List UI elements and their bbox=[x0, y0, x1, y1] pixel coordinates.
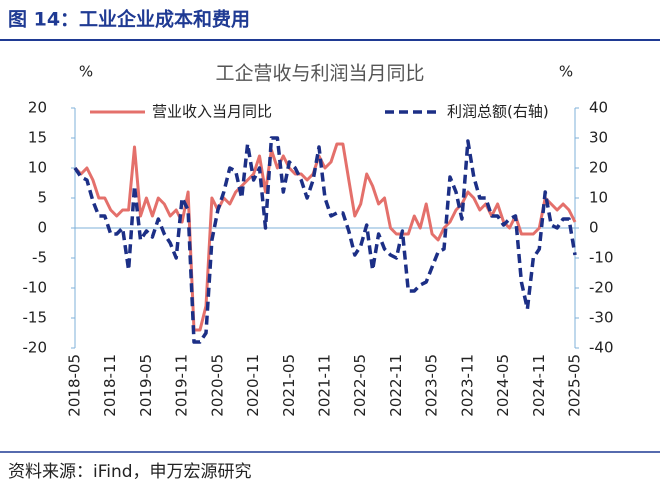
x-tick-label: 2024-11 bbox=[530, 354, 548, 417]
figure-title: 图 14：工业企业成本和费用 bbox=[8, 8, 250, 31]
y-tick-label: -20 bbox=[23, 339, 48, 357]
x-tick-label: 2019-11 bbox=[173, 354, 191, 417]
x-tick-label: 2025-05 bbox=[566, 354, 584, 417]
y-tick-label: -15 bbox=[23, 309, 48, 327]
x-tick-label: 2018-11 bbox=[101, 354, 119, 417]
y-tick-label: 10 bbox=[28, 159, 47, 177]
series-line bbox=[73, 142, 577, 332]
y2-tick-label: 10 bbox=[589, 189, 608, 207]
x-tick-label: 2020-11 bbox=[244, 354, 262, 417]
x-tick-label: 2021-05 bbox=[280, 354, 298, 417]
y2-tick-label: 0 bbox=[589, 219, 599, 237]
x-tick-label: 2023-11 bbox=[458, 354, 476, 417]
legend-label: 利润总额(右轴) bbox=[447, 103, 549, 121]
y2-tick-label: -20 bbox=[589, 279, 614, 297]
y-tick-label: 15 bbox=[28, 129, 47, 147]
y-label: % bbox=[79, 63, 93, 81]
y2-tick-label: -30 bbox=[589, 309, 614, 327]
y2-tick-label: 20 bbox=[589, 159, 608, 177]
y-tick-label: -5 bbox=[32, 249, 47, 267]
y2-label: % bbox=[559, 63, 573, 81]
legend-label: 营业收入当月同比 bbox=[152, 103, 272, 121]
x-tick-label: 2022-11 bbox=[387, 354, 405, 417]
x-tick-label: 2024-05 bbox=[494, 354, 512, 417]
y-tick-label: 0 bbox=[37, 219, 47, 237]
y2-tick-label: 40 bbox=[589, 99, 608, 117]
source: 资料来源：iFind，申万宏源研究 bbox=[8, 462, 252, 482]
chart-title: 工企营收与利润当月同比 bbox=[215, 63, 424, 85]
x-tick-label: 2020-05 bbox=[208, 354, 226, 417]
y2-tick-label: -10 bbox=[589, 249, 614, 267]
y2-tick-label: -40 bbox=[589, 339, 614, 357]
y2-tick-label: 30 bbox=[589, 129, 608, 147]
x-tick-label: 2021-11 bbox=[316, 354, 334, 417]
x-tick-label: 2018-05 bbox=[66, 354, 84, 417]
x-tick-label: 2022-05 bbox=[351, 354, 369, 417]
y-tick-label: 5 bbox=[37, 189, 47, 207]
y-tick-label: -10 bbox=[23, 279, 48, 297]
x-tick-label: 2023-05 bbox=[423, 354, 441, 417]
series-line bbox=[73, 136, 577, 344]
x-tick-label: 2019-05 bbox=[137, 354, 155, 417]
y-tick-label: 20 bbox=[28, 99, 47, 117]
